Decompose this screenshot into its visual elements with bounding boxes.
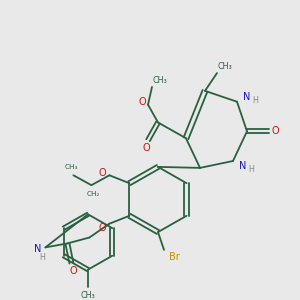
Text: N: N <box>239 161 247 171</box>
Text: Br: Br <box>169 252 179 262</box>
Text: N: N <box>243 92 251 102</box>
Text: O: O <box>99 223 106 232</box>
Text: O: O <box>138 97 146 107</box>
Text: O: O <box>99 168 106 178</box>
Text: CH₃: CH₃ <box>65 164 78 170</box>
Text: N: N <box>34 244 41 254</box>
Text: H: H <box>248 165 254 174</box>
Text: O: O <box>70 266 77 276</box>
Text: CH₃: CH₃ <box>218 62 232 71</box>
Text: O: O <box>142 143 150 153</box>
Text: H: H <box>252 96 258 105</box>
Text: H: H <box>40 253 45 262</box>
Text: CH₃: CH₃ <box>153 76 167 85</box>
Text: O: O <box>271 126 279 136</box>
Text: CH₃: CH₃ <box>81 291 95 300</box>
Text: CH₂: CH₂ <box>87 191 100 197</box>
